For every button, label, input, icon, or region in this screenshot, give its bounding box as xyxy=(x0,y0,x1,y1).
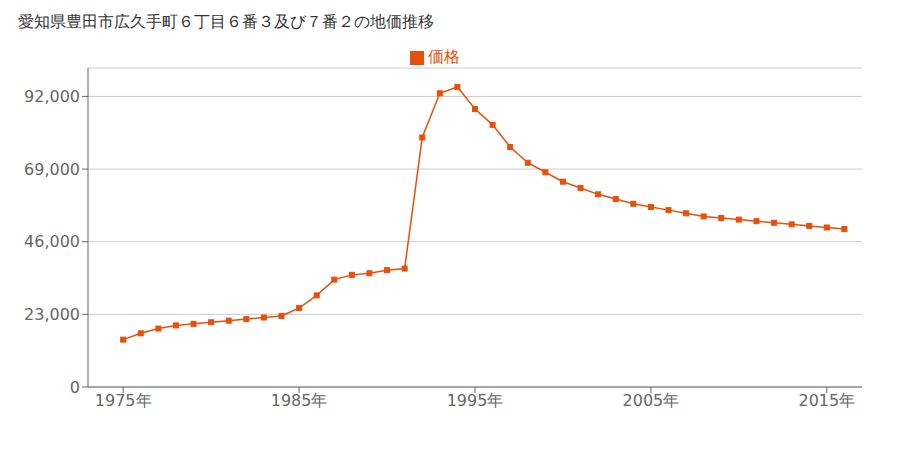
html-text:価格: 価格 xyxy=(428,47,460,66)
svg-text:69,000: 69,000 xyxy=(24,160,80,179)
svg-text:46,000: 46,000 xyxy=(24,232,80,251)
svg-text:1985年: 1985年 xyxy=(271,391,328,410)
svg-text:92,000: 92,000 xyxy=(24,87,80,106)
svg-text:1995年: 1995年 xyxy=(447,391,504,410)
html-text:愛知県豊田市広久手町６丁目６番３及び７番２の地価推移: 愛知県豊田市広久手町６丁目６番３及び７番２の地価推移 xyxy=(18,12,434,31)
svg-text:2005年: 2005年 xyxy=(623,391,680,410)
svg-text:2015年: 2015年 xyxy=(798,391,855,410)
svg-text:0: 0 xyxy=(70,378,80,397)
svg-text:23,000: 23,000 xyxy=(24,305,80,324)
svg-text:1975年: 1975年 xyxy=(95,391,152,410)
